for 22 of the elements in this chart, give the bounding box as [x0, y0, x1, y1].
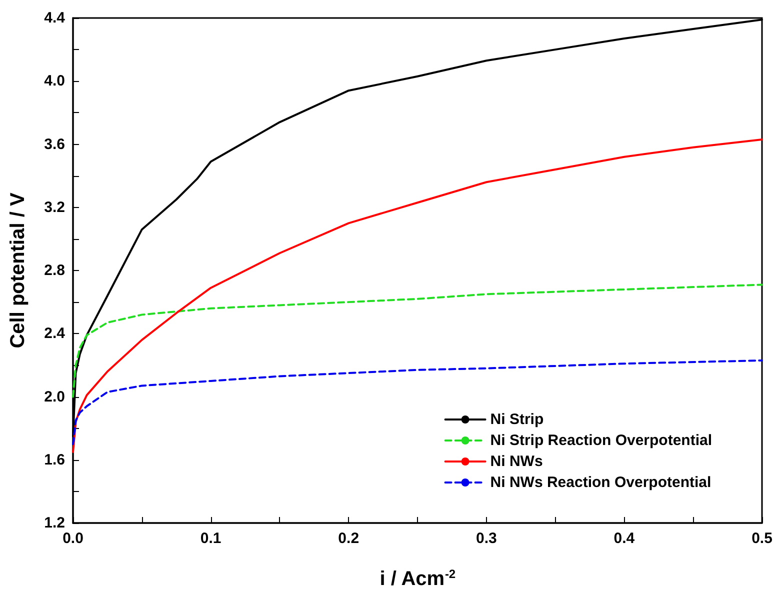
line-series: [72, 284, 763, 398]
line-series: [72, 138, 763, 453]
y-tick-label: 1.2: [44, 514, 65, 532]
legend-label: Ni NWs: [490, 453, 543, 470]
x-tick-label: 0.4: [614, 530, 636, 547]
x-tick-label: 0.3: [476, 530, 497, 547]
y-tick-label: 3.6: [44, 136, 65, 153]
y-tick-label: 4.0: [44, 72, 65, 90]
x-tick-label: 0.5: [752, 530, 772, 547]
x-tick-label: 0.0: [62, 530, 84, 547]
y-tick-label: 1.6: [44, 451, 65, 468]
legend-label: Ni NWs Reaction Overpotential: [490, 474, 712, 491]
legend-label: Ni Strip: [490, 411, 544, 428]
y-tick-label: 2.4: [44, 325, 66, 342]
y-tick-label: 2.8: [44, 262, 65, 279]
y-axis-title: Cell potential / V: [7, 192, 29, 348]
legend-label: Ni Strip Reaction Overpotential: [490, 432, 712, 449]
x-tick-label: 0.2: [338, 530, 360, 547]
y-tick-label: 2.0: [44, 388, 65, 406]
y-tick-label: 3.2: [44, 198, 65, 216]
y-tick-label: 4.4: [44, 10, 66, 26]
x-tick-label: 0.1: [200, 530, 222, 547]
